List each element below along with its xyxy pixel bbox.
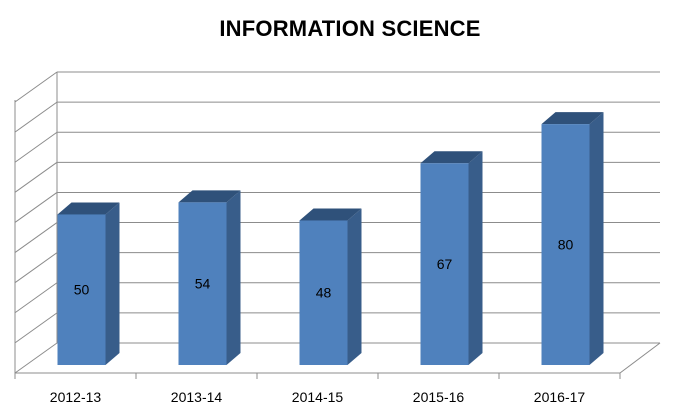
gridline-wall [14, 282, 58, 314]
bar-side [105, 202, 120, 365]
bar-2014-15 [299, 208, 362, 365]
x-tick-label: 2015-16 [413, 389, 465, 405]
gridline-wall [14, 342, 58, 374]
bar-top [541, 112, 604, 125]
bar-top [299, 208, 362, 221]
gridline-wall [14, 161, 58, 193]
data-label: 50 [74, 282, 90, 298]
gridline-wall [14, 312, 58, 344]
bars [57, 112, 604, 365]
gridline-wall [14, 101, 58, 133]
bar-front [178, 202, 227, 365]
data-label: 48 [316, 285, 332, 301]
x-tick-label: 2014-15 [292, 389, 344, 405]
bar-side [226, 190, 241, 365]
bar-front [299, 220, 348, 365]
gridline-wall [14, 252, 58, 284]
data-label: 54 [195, 276, 211, 292]
bar-front [420, 163, 469, 365]
data-label: 80 [558, 237, 574, 253]
floor-right-edge [619, 342, 661, 374]
bar-side [468, 151, 483, 365]
labels: 50 2012-13 54 2013-14 48 2014-15 67 2015-16 80 20… [50, 237, 586, 405]
bar-front [57, 214, 106, 365]
gridline-wall [14, 222, 58, 253]
bar-top [57, 202, 120, 215]
data-label: 67 [437, 256, 453, 272]
bar-2016-17 [541, 112, 604, 365]
x-tick-label: 2012-13 [50, 389, 102, 405]
gridline-wall [14, 192, 58, 223]
gridline-wall [14, 71, 58, 103]
bar-side [589, 112, 604, 365]
bar-front [541, 124, 590, 365]
bar-2012-13 [57, 202, 120, 365]
chart-title: INFORMATION SCIENCE [219, 16, 481, 41]
bar-top [178, 190, 241, 203]
gridline-wall [14, 131, 58, 163]
bar-2013-14 [178, 190, 241, 365]
bar-top [420, 151, 483, 164]
bar-2015-16 [420, 151, 483, 365]
bar-side [347, 208, 362, 365]
x-tick-label: 2016-17 [534, 389, 586, 405]
x-tick-label: 2013-14 [171, 389, 223, 405]
